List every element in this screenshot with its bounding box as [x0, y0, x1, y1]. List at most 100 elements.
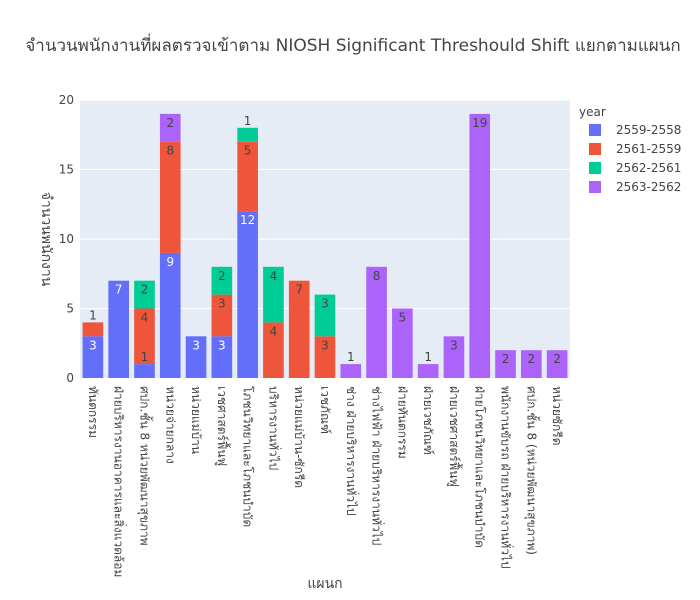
bar	[366, 266, 387, 378]
bar	[263, 322, 284, 378]
bars	[82, 113, 568, 379]
bar-label: 12	[240, 213, 255, 227]
bar	[443, 336, 465, 378]
legend-title: year	[579, 105, 606, 119]
bar-label: 7	[115, 283, 123, 297]
legend-item: 2562-2561	[616, 161, 681, 175]
x-tick-label: โภชนวิทยาและโภชนบำบัด	[241, 386, 255, 527]
y-axis-ticks: 0 5 10 15 20	[59, 93, 74, 385]
bar-label: 1	[89, 308, 97, 322]
y-tick-label: 20	[59, 93, 74, 107]
bar	[211, 336, 233, 378]
x-tick-label: บริหารงานทั่วไป	[266, 386, 282, 470]
x-tick-label: หน่วยซักรีด	[550, 386, 564, 446]
y-tick-label: 5	[66, 302, 74, 316]
x-tick-label: ทันตกรรม	[86, 386, 100, 438]
bar-label: 3	[218, 338, 226, 352]
legend-swatch	[589, 143, 601, 155]
bar	[211, 294, 233, 337]
x-tick-label: ฝ่ายทันตกรรม	[395, 386, 409, 459]
bar	[159, 252, 181, 378]
bar-label: 2	[141, 283, 149, 297]
x-tick-label: เวชศาสตร์ฟื้นฟู	[214, 386, 231, 466]
bar-label: 5	[399, 311, 407, 325]
bar-label: 19	[472, 116, 487, 130]
bar	[185, 336, 207, 378]
bar	[237, 211, 258, 378]
bar-label: 1	[141, 350, 149, 364]
bar-label: 3	[321, 338, 329, 352]
bar	[211, 266, 233, 295]
x-axis-title: แผนก	[307, 576, 342, 592]
x-tick-label: ศปก.ชั้น 8 หน่วยพัฒนาสุขภาพ	[136, 386, 153, 546]
x-tick-label: ฝ่ายโภชนวิทยาและโภชนบำบัด	[473, 386, 487, 548]
bar	[340, 364, 362, 378]
x-tick-label: หน่วยแม่บ้าน-ซักรีด	[292, 386, 306, 488]
bar-label: 3	[218, 297, 226, 311]
bar-label: 8	[373, 269, 381, 283]
chart-title: จำนวนพนักงานที่ผลตรวจเข้าตาม NIOSH Signi…	[25, 33, 680, 56]
bar-label: 3	[321, 297, 329, 311]
legend-swatch	[589, 124, 601, 136]
bar	[288, 280, 310, 378]
bar	[314, 294, 336, 337]
bar	[237, 127, 258, 142]
bar-label: 3	[192, 338, 200, 352]
bar	[237, 141, 258, 212]
bar	[521, 350, 542, 378]
bar-label: 7	[295, 283, 303, 297]
bar-label: 1	[244, 114, 252, 128]
bar	[314, 336, 336, 378]
y-tick-label: 0	[66, 371, 74, 385]
legend-swatch	[589, 162, 601, 174]
x-tick-label: เวชภัณฑ์	[318, 386, 332, 434]
x-tick-label: ช่างไฟฟ้า ฝ่ายบริหารงานทั่วไป	[370, 386, 386, 545]
bar-label: 2	[218, 269, 226, 283]
bar	[134, 308, 155, 365]
bar-label: 2	[502, 352, 510, 366]
bar	[82, 336, 104, 378]
bar-label: 4	[270, 269, 278, 283]
y-tick-label: 10	[59, 232, 74, 246]
x-tick-label: ศปก.ชั้น 8 (หน่วยพัฒนาสุขภาพ)	[523, 386, 540, 555]
legend-item: 2563-2562	[616, 180, 681, 194]
x-tick-label: ฝ่ายบริหารงานอาคารและสิ่งแวดล้อม	[112, 386, 128, 577]
x-tick-label: ฝ่ายเวชศาสตร์ฟื้นฟู	[446, 386, 463, 487]
legend-item: 2559-2558	[616, 123, 681, 137]
bar	[82, 322, 104, 337]
bar	[417, 364, 439, 378]
x-tick-label: ช่าง ฝ่ายบริหารงานทั่วไป	[344, 386, 360, 516]
y-axis-title: จำนวนพนักงาน	[38, 192, 54, 287]
legend-swatch	[589, 181, 601, 193]
bar-label: 8	[166, 144, 174, 158]
bar	[134, 364, 155, 378]
x-tick-label: หน่วยจ่ายกลาง	[163, 386, 177, 464]
bar-label: 4	[141, 311, 149, 325]
x-tick-label: หน่วยแม่บ้าน	[189, 386, 203, 454]
bar	[159, 141, 181, 253]
bar-label: 9	[166, 255, 174, 269]
x-tick-label: พนักงานขับรถ ฝ่ายบริหารงานทั่วไป	[499, 386, 515, 569]
bar-label: 2	[553, 352, 561, 366]
legend: year 2559-2558 2561-2559 2562-2561 2563-256…	[579, 105, 681, 194]
bar-label: 2	[527, 352, 535, 366]
bar-label: 1	[347, 350, 355, 364]
bar	[392, 308, 413, 378]
bar-label: 5	[244, 144, 252, 158]
bar	[108, 280, 129, 378]
x-tick-label: ฝ่ายเวชภัณฑ์	[421, 386, 435, 455]
bar	[134, 280, 155, 309]
y-tick-label: 15	[59, 163, 74, 177]
bar-label: 2	[166, 116, 174, 130]
bar	[263, 266, 284, 323]
bar-label: 4	[270, 324, 278, 338]
bar	[495, 350, 516, 378]
bar	[159, 113, 181, 142]
bar	[546, 350, 568, 378]
bar-label: 1	[424, 350, 432, 364]
legend-item: 2561-2559	[616, 142, 681, 156]
x-axis-ticks: ทันตกรรม ฝ่ายบริหารงานอาคารและสิ่งแวดล้อม…	[86, 386, 564, 577]
bar-label: 3	[89, 338, 97, 352]
